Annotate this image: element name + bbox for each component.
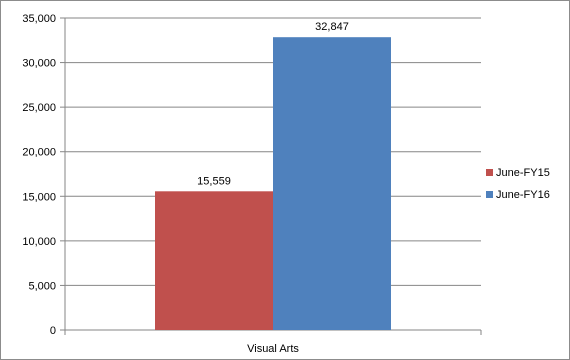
y-tick-label: 5,000	[28, 280, 56, 292]
data-label: 32,847	[315, 21, 349, 33]
legend-swatch	[486, 191, 493, 198]
y-tick-label: 30,000	[22, 58, 56, 70]
y-tick-label: 35,000	[22, 13, 56, 25]
x-category-label: Visual Arts	[247, 343, 299, 355]
y-tick-label: 10,000	[22, 236, 56, 248]
legend-swatch	[486, 169, 493, 176]
y-tick-label: 25,000	[22, 102, 56, 114]
data-label: 15,559	[197, 175, 231, 187]
y-tick-label: 0	[50, 325, 56, 337]
legend-label: June-FY15	[496, 167, 550, 179]
y-tick-label: 20,000	[22, 147, 56, 159]
legend-label: June-FY16	[496, 189, 550, 201]
bar-june-fy15	[155, 191, 273, 330]
y-tick-label: 15,000	[22, 191, 56, 203]
bar-june-fy16	[273, 37, 391, 331]
